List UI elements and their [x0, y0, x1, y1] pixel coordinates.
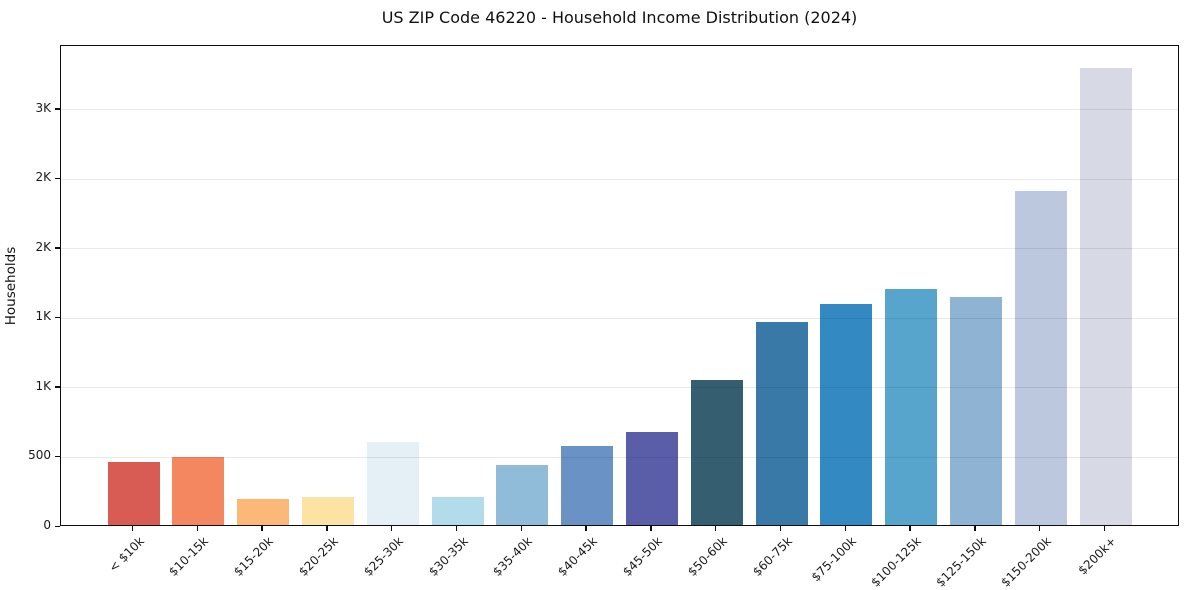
- y-tick-mark: [55, 316, 60, 319]
- x-tick-label: $50-60k: [684, 534, 730, 579]
- x-tick-label: $100-125k: [868, 534, 924, 590]
- x-tick-label: $35-40k: [490, 534, 536, 579]
- x-tick-mark: [779, 526, 782, 531]
- x-tick-label: $200k+: [1074, 534, 1119, 578]
- bar-25-30k: [366, 441, 419, 525]
- x-tick-label: $40-45k: [555, 534, 600, 579]
- x-tick-mark: [974, 526, 976, 531]
- x-tick-mark: [196, 526, 198, 531]
- chart-title: US ZIP Code 46220 - Household Income Dis…: [381, 8, 858, 27]
- y-tick-label: 3K: [35, 100, 51, 115]
- plot-area: [60, 45, 1179, 526]
- bar-10-15k: [172, 456, 225, 525]
- x-tick-mark: [650, 526, 652, 531]
- x-tick-label: $75-100k: [808, 534, 860, 585]
- gridline-500: [61, 456, 1178, 458]
- x-tick-mark: [261, 526, 263, 531]
- bar-20-25k: [301, 497, 354, 525]
- x-tick-mark: [326, 526, 328, 531]
- x-tick-label: $25-30k: [360, 534, 406, 579]
- y-tick-mark: [55, 455, 60, 458]
- y-tick-mark: [55, 386, 60, 388]
- x-tick-label: $10-15k: [166, 534, 212, 579]
- bar-30-35k: [431, 496, 484, 525]
- y-tick-label: 2K: [35, 170, 51, 185]
- x-tick-mark: [1039, 526, 1041, 531]
- gridline-3000: [61, 109, 1178, 111]
- bar-125-150k: [949, 297, 1002, 525]
- bar-150-200k: [1014, 191, 1067, 525]
- gridline-1000: [61, 387, 1178, 389]
- bars-layer: [61, 46, 1178, 525]
- x-tick-label: $15-20k: [231, 534, 276, 579]
- gridline-1500: [61, 317, 1178, 319]
- x-tick-mark: [715, 526, 717, 531]
- x-tick-mark: [1103, 526, 1106, 531]
- bar-10k: [107, 462, 160, 525]
- x-tick-mark: [455, 526, 458, 531]
- x-tick-mark: [391, 526, 393, 531]
- x-tick-label: $45-50k: [619, 534, 665, 579]
- x-tick-mark: [520, 526, 522, 531]
- bar-40-45k: [561, 445, 614, 525]
- y-tick-label: 2K: [35, 239, 51, 254]
- x-tick-mark: [844, 526, 846, 531]
- y-tick-mark: [55, 247, 60, 249]
- y-tick-label: 0: [43, 518, 51, 532]
- gridline-2500: [61, 178, 1178, 180]
- x-tick-label: $150-200k: [997, 534, 1054, 590]
- y-tick-mark: [55, 108, 60, 110]
- bar-50-60k: [690, 380, 743, 525]
- bar-200k: [1079, 67, 1132, 525]
- x-tick-mark: [909, 526, 911, 531]
- bar-45-50k: [625, 431, 678, 525]
- x-tick-label: $30-35k: [425, 534, 471, 579]
- y-tick-mark: [55, 177, 60, 180]
- bar-100-125k: [885, 288, 938, 525]
- x-tick-label: $125-150k: [933, 534, 989, 590]
- x-tick-mark: [131, 526, 134, 531]
- bar-35-40k: [496, 464, 549, 525]
- bar-75-100k: [820, 303, 873, 525]
- bar-15-20k: [237, 498, 290, 525]
- x-tick-label: $20-25k: [295, 534, 341, 579]
- y-tick-label: 500: [28, 448, 51, 463]
- x-tick-mark: [585, 526, 587, 531]
- x-tick-label: $60-75k: [749, 534, 795, 579]
- gridline-2000: [61, 248, 1178, 250]
- bar-60-75k: [755, 322, 808, 525]
- y-tick-label: 1K: [35, 378, 51, 393]
- y-tick-mark: [55, 525, 60, 527]
- y-tick-label: 1K: [35, 309, 51, 324]
- x-tick-label: < $10k: [105, 534, 147, 575]
- grid-layer: [61, 46, 1178, 525]
